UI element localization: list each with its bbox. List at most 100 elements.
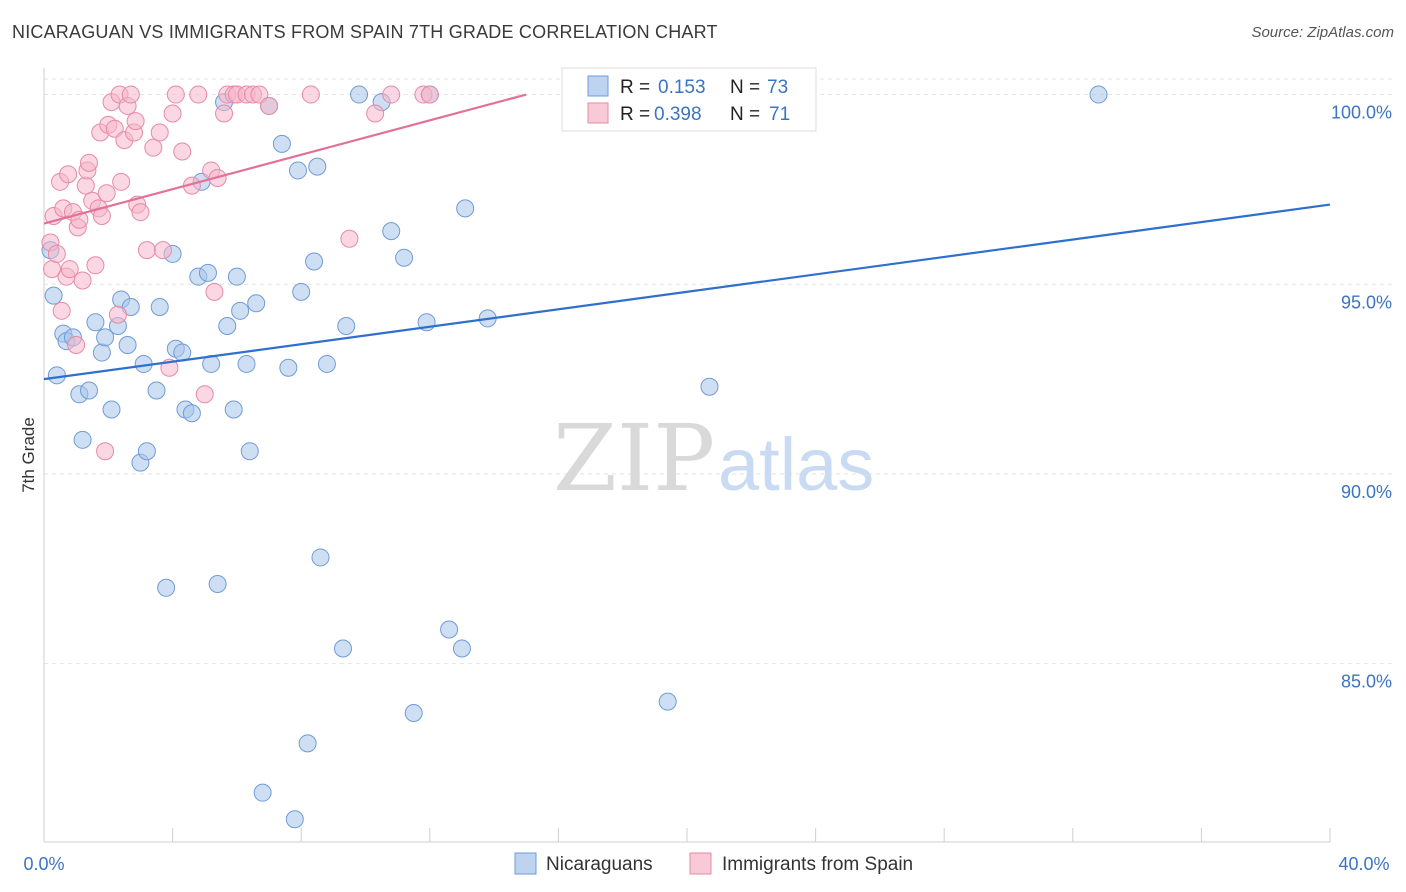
spain-immigrants-trend-line — [43, 93, 527, 225]
nicaraguans-point — [137, 442, 156, 461]
spain-immigrants-point — [382, 85, 401, 104]
nicaraguans-point — [73, 430, 92, 449]
legend-swatch-pink — [587, 102, 609, 124]
spain-immigrants-point — [301, 85, 320, 104]
spain-immigrants-point — [131, 203, 150, 222]
spain-immigrants-point — [80, 153, 99, 172]
y-tick-label: 95.0% — [1341, 292, 1392, 312]
nicaraguans-point — [288, 161, 307, 180]
y-axis-ticks: 100.0% 95.0% 90.0% 85.0% — [1331, 103, 1392, 692]
nicaraguans-point — [317, 354, 336, 373]
nicaraguans-point — [404, 704, 423, 722]
spain-immigrants-point — [144, 138, 163, 157]
spain-immigrants-point — [86, 256, 105, 275]
bottom-legend-swatch-blue — [514, 852, 537, 875]
spain-immigrants-point — [76, 176, 95, 195]
nicaraguans-point — [92, 343, 111, 362]
spain-immigrants-point — [126, 112, 145, 131]
legend-r-label-blue: R = — [620, 77, 650, 98]
nicaraguans-point — [253, 783, 272, 802]
spain-immigrants-point — [67, 335, 86, 354]
legend-r-label-pink: R = — [620, 104, 650, 125]
nicaraguans-point — [452, 639, 471, 658]
watermark-zip: ZIP — [553, 405, 715, 512]
spain-immigrants-point — [47, 244, 66, 263]
nicaraguans-point — [96, 328, 115, 347]
spain-immigrants-point — [420, 85, 439, 104]
nicaraguans-point — [224, 400, 243, 419]
spain-immigrants-point — [260, 96, 279, 115]
source-credit: Source: ZipAtlas.com — [1251, 24, 1394, 41]
nicaraguans-point — [118, 335, 137, 354]
legend-r-value-pink: 0.398 — [654, 104, 702, 125]
nicaraguans-point — [80, 381, 99, 400]
y-tick-label: 85.0% — [1341, 672, 1392, 692]
spain-immigrants-point — [96, 442, 115, 461]
spain-immigrants-point — [60, 260, 79, 279]
nicaraguans-point — [292, 282, 311, 301]
nicaraguans-point — [456, 199, 475, 218]
nicaraguans-point — [231, 301, 250, 320]
nicaraguans-point — [218, 317, 237, 335]
spain-immigrants-point — [121, 85, 140, 104]
nicaraguans-point — [47, 366, 66, 385]
spain-immigrants-point — [340, 229, 359, 248]
chart-title: NICARAGUAN VS IMMIGRANTS FROM SPAIN 7TH … — [12, 22, 718, 42]
nicaraguans-point — [350, 85, 369, 104]
x-axis-ticks: 0.0% 40.0% — [23, 854, 1389, 874]
nicaraguans-point — [440, 620, 459, 639]
y-tick-label: 90.0% — [1341, 482, 1392, 502]
legend-r-value-blue: 0.153 — [658, 77, 706, 98]
spain-immigrants-point — [137, 241, 156, 260]
nicaraguans-point — [157, 578, 176, 597]
legend-n-value-blue: 73 — [767, 77, 788, 98]
series-immigrants-from-spain — [41, 85, 594, 461]
nicaraguans-point — [44, 286, 63, 305]
nicaraguans-point — [86, 313, 105, 332]
spain-immigrants-point — [97, 184, 116, 203]
nicaraguans-point — [285, 810, 304, 829]
spain-immigrants-point — [166, 85, 185, 104]
nicaraguans-point — [658, 692, 677, 711]
spain-immigrants-point — [150, 123, 169, 142]
nicaraguans-point — [147, 381, 166, 400]
nicaraguans-point — [227, 267, 246, 286]
bottom-legend-label-nicaraguans: Nicaraguans — [546, 854, 653, 875]
x-tick-label-min: 0.0% — [23, 854, 64, 874]
y-axis-label: 7th Grade — [19, 417, 38, 493]
axes — [43, 68, 1331, 843]
legend-n-label-blue: N = — [730, 77, 760, 98]
nicaraguans-point — [198, 263, 217, 282]
nicaraguans-point — [308, 157, 327, 176]
spain-immigrants-point — [366, 104, 385, 123]
spain-immigrants-point — [173, 142, 192, 161]
nicaraguans-point — [298, 734, 317, 753]
spain-immigrants-point — [163, 104, 182, 123]
nicaraguans-point — [1089, 85, 1108, 104]
y-tick-label: 100.0% — [1331, 103, 1392, 123]
nicaraguans-point — [337, 317, 356, 335]
nicaraguans-trend-line — [43, 203, 1331, 381]
legend-n-label-pink: N = — [730, 104, 760, 125]
bottom-legend-swatch-pink — [689, 852, 712, 875]
watermark-atlas: atlas — [718, 423, 874, 506]
stats-legend: R = 0.153 N = 73 R = 0.398 N = 71 — [561, 67, 817, 132]
nicaraguans-point — [395, 248, 414, 267]
nicaraguans-point — [333, 639, 352, 658]
spain-immigrants-point — [189, 85, 208, 104]
trend-lines — [43, 93, 1331, 381]
spain-immigrants-point — [153, 241, 172, 260]
spain-immigrants-point — [52, 301, 71, 320]
spain-immigrants-point — [195, 385, 214, 404]
nicaraguans-point — [150, 298, 169, 317]
nicaraguans-point — [311, 548, 330, 567]
nicaraguans-point — [272, 134, 291, 153]
nicaraguans-point — [182, 404, 201, 423]
x-tick-label-max: 40.0% — [1338, 854, 1389, 874]
nicaraguans-point — [208, 575, 227, 593]
spain-immigrants-point — [59, 165, 78, 184]
spain-immigrants-point — [205, 282, 224, 301]
spain-immigrants-point — [108, 305, 127, 324]
nicaraguans-point — [382, 222, 401, 241]
